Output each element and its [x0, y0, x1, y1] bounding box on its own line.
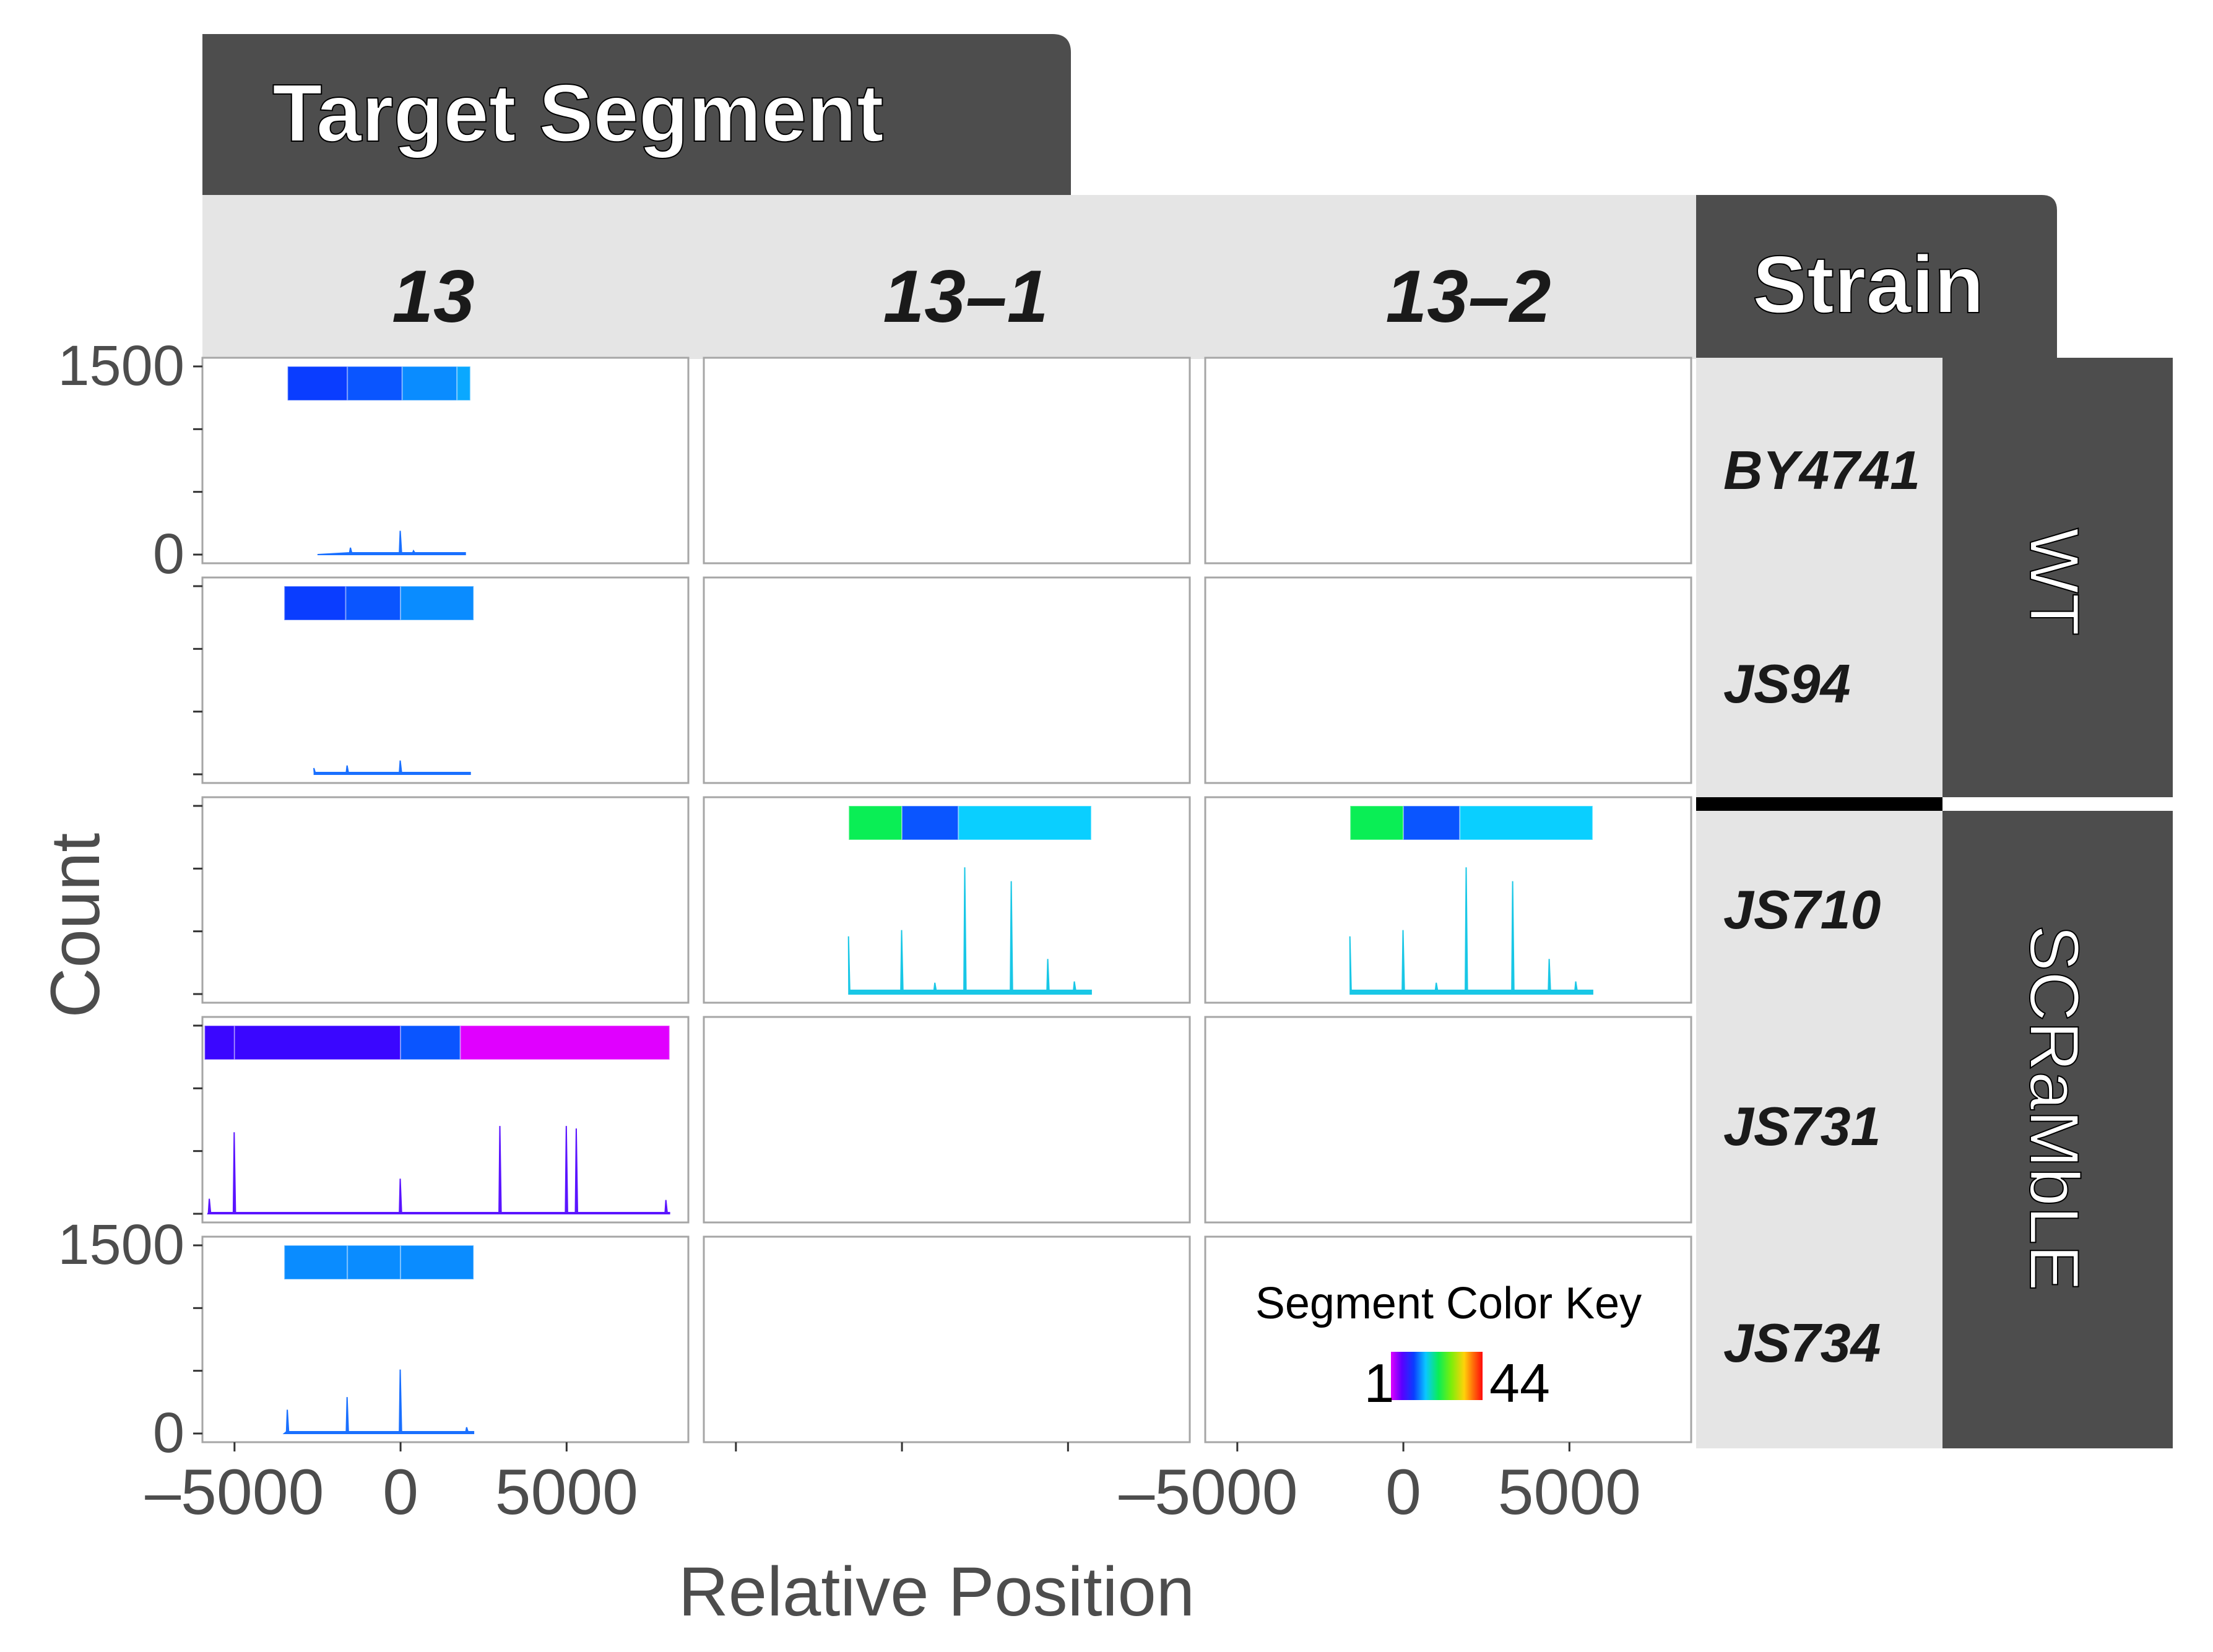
facet-title: Target Segment: [272, 67, 884, 158]
segment-bar: [284, 1245, 349, 1280]
coverage-signal: [207, 1126, 670, 1214]
panel-js731-2: [703, 1016, 1191, 1224]
segment-bar: [347, 366, 403, 401]
segment-bar: [958, 805, 1092, 841]
panel-js710-1: [201, 796, 690, 1004]
column-label-13-1: 13–1: [883, 255, 1049, 338]
coverage-signal: [317, 530, 466, 555]
group-strip-wt: [1942, 358, 2173, 797]
coverage-signal: [847, 867, 1092, 995]
column-label-13: 13: [392, 255, 474, 338]
group-strip-scramble: [1942, 811, 2173, 1448]
group-title: Strain: [1752, 239, 1984, 330]
segment-bar: [848, 805, 903, 841]
x-tick-label: 0: [1385, 1456, 1421, 1528]
panel-js94-3: [1204, 576, 1692, 784]
segment-bar: [1459, 805, 1593, 841]
coverage-signal: [1349, 867, 1593, 995]
y-tick-label: 1500: [58, 334, 184, 397]
legend-min-label: 1: [1364, 1352, 1395, 1414]
panel-by4741-2: [703, 357, 1191, 564]
column-label-13-2: 13–2: [1386, 255, 1551, 338]
x-tick-label: 5000: [495, 1456, 638, 1528]
row-label-js710: JS710: [1723, 879, 1881, 940]
segment-bar: [1349, 805, 1405, 841]
x-tick-label: –5000: [1119, 1456, 1297, 1528]
coverage-signal: [313, 760, 471, 775]
segment-bar: [456, 366, 471, 401]
row-label-js94: JS94: [1723, 653, 1851, 714]
segment-bar: [1403, 805, 1461, 841]
panel-js94-2: [703, 576, 1191, 784]
group-label-scramble: SCRaMbLE: [2016, 925, 2093, 1291]
group-separator: [1696, 797, 1942, 811]
y-tick-label: 0: [153, 522, 184, 586]
legend-colorbar: [1391, 1352, 1483, 1400]
y-tick-label: 0: [153, 1401, 184, 1464]
panel-js734-2: [703, 1235, 1191, 1443]
panel-js731-3: [1204, 1016, 1692, 1224]
facet-title-strip: [202, 34, 1071, 195]
x-axis-title: Relative Position: [678, 1553, 1195, 1630]
segment-bar: [287, 366, 349, 401]
row-label-strip: [1696, 358, 1942, 1448]
segment-bar: [347, 1245, 402, 1280]
segment-bar: [284, 586, 347, 621]
row-label-js734: JS734: [1723, 1312, 1881, 1373]
segment-bar: [400, 1025, 461, 1060]
x-tick-label: 5000: [1498, 1456, 1641, 1528]
segment-bar: [459, 1025, 670, 1060]
group-label-wt: WT: [2016, 528, 2093, 636]
legend-title: Segment Color Key: [1255, 1279, 1642, 1328]
row-label-js731: JS731: [1723, 1096, 1881, 1157]
panel-js734-3: [1204, 1235, 1692, 1443]
row-label-by4741: BY4741: [1723, 439, 1920, 501]
x-tick-label: –5000: [145, 1456, 324, 1528]
coverage-signal: [282, 1369, 475, 1434]
panel-by4741-3: [1204, 357, 1692, 564]
segment-bar: [400, 1245, 475, 1280]
segment-bar: [233, 1025, 402, 1060]
legend-max-label: 44: [1489, 1352, 1550, 1414]
segment-bar: [204, 1025, 235, 1060]
facet-panels: [201, 357, 1692, 1443]
segment-bar: [901, 805, 959, 841]
segment-bar: [345, 586, 402, 621]
y-axis-title: Count: [37, 833, 114, 1018]
group-title-strip: [1696, 195, 2057, 358]
segment-bar: [400, 586, 475, 621]
x-tick-label: 0: [383, 1456, 418, 1528]
segment-bar: [401, 366, 458, 401]
y-tick-label: 1500: [58, 1213, 184, 1276]
column-header-strip: [202, 195, 1696, 359]
